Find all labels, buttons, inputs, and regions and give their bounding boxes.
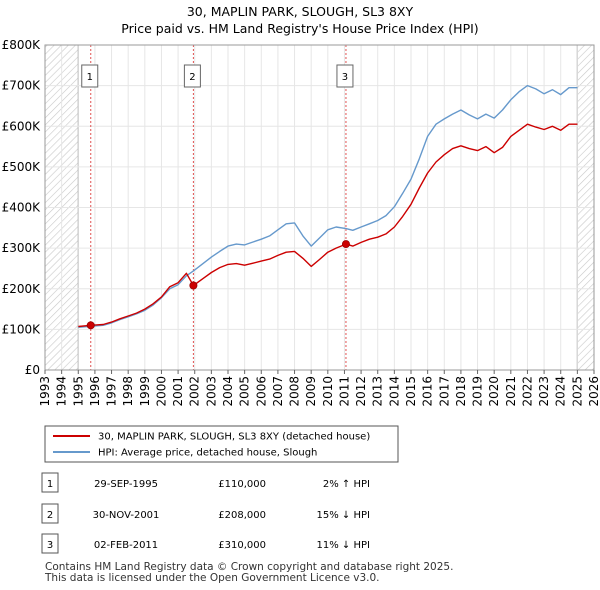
- footer-copyright: Contains HM Land Registry data © Crown c…: [45, 561, 453, 573]
- x-tick-label: 2018: [454, 376, 468, 407]
- y-tick-label: £700K: [2, 79, 42, 93]
- x-tick-label: 2023: [537, 376, 551, 407]
- legend-property-label: 30, MAPLIN PARK, SLOUGH, SL3 8XY (detach…: [98, 432, 370, 443]
- sales-row-price: £110,000: [218, 479, 266, 490]
- sale-marker-label-1: 1: [87, 72, 93, 83]
- x-tick-label: 2013: [371, 376, 385, 407]
- x-tick-label: 1999: [138, 376, 152, 407]
- x-tick-label: 2014: [387, 376, 401, 407]
- x-tick-label: 2020: [487, 376, 501, 407]
- sale-markers: 1 2 3: [81, 64, 354, 88]
- y-tick-label: £100K: [2, 322, 42, 336]
- sales-row-hpi: 2% ↑ HPI: [323, 479, 370, 490]
- series-lines: [78, 84, 578, 328]
- sale-point-1: [86, 321, 95, 330]
- x-tick-label: 2022: [520, 376, 534, 407]
- sales-row-marker-box: [41, 503, 59, 524]
- x-tick-label: 1995: [71, 376, 85, 407]
- x-tick-label: 1993: [38, 376, 52, 407]
- x-tick-label: 2017: [437, 376, 451, 407]
- sale-marker-label-2: 2: [189, 72, 195, 83]
- sale-marker-box-2: [183, 64, 201, 88]
- y-tick-label: £800K: [2, 38, 42, 52]
- x-axis: 1993 1994 1995 1996 1997 1998 1999 2000 2001 2002…: [38, 370, 600, 407]
- sales-row-2: 2 30-NOV-2001 £208,000 15% ↓ HPI: [41, 503, 370, 524]
- x-tick-label: 2002: [188, 376, 202, 407]
- sales-row-marker: 1: [47, 479, 53, 490]
- legend: 30, MAPLIN PARK, SLOUGH, SL3 8XY (detach…: [44, 425, 399, 463]
- x-tick-label: 2015: [404, 376, 418, 407]
- sales-row-hpi: 15% ↓ HPI: [317, 510, 370, 521]
- sale-points: [86, 240, 350, 330]
- y-tick-label: £500K: [2, 160, 42, 174]
- x-tick-label: 2001: [171, 376, 185, 407]
- x-tick-label: 2011: [337, 376, 351, 407]
- x-tick-label: 2019: [471, 376, 485, 407]
- chart-title: 30, MAPLIN PARK, SLOUGH, SL3 8XY: [187, 4, 414, 19]
- x-tick-label: 2003: [204, 376, 218, 407]
- chart-subtitle: Price paid vs. HM Land Registry's House …: [121, 21, 478, 36]
- sales-row-date: 30-NOV-2001: [93, 510, 160, 521]
- x-tick-label: 2026: [587, 376, 600, 407]
- sales-row-marker-box: [41, 472, 59, 493]
- y-tick-label: £400K: [2, 201, 42, 215]
- x-tick-label: 2024: [554, 376, 568, 407]
- x-tick-label: 2010: [321, 376, 335, 407]
- x-tick-label: 1997: [105, 376, 119, 407]
- sales-table: 1 29-SEP-1995 £110,000 2% ↑ HPI 2 30-NOV-2001…: [41, 472, 370, 554]
- property-price-line: [78, 123, 578, 328]
- x-tick-label: 2005: [238, 376, 252, 407]
- sales-row-price: £208,000: [218, 510, 266, 521]
- legend-hpi-label: HPI: Average price, detached house, Slou…: [98, 448, 317, 459]
- sale-marker-box-3: [336, 64, 354, 88]
- x-tick-label: 2021: [504, 376, 518, 407]
- x-tick-label: 1994: [55, 376, 69, 407]
- x-tick-label: 2025: [570, 376, 584, 407]
- y-tick-label: £300K: [2, 241, 42, 255]
- sales-row-price: £310,000: [218, 540, 266, 551]
- x-tick-label: 2009: [304, 376, 318, 407]
- y-tick-label: £200K: [2, 282, 42, 296]
- legend-box: [44, 425, 399, 463]
- sales-row-date: 02-FEB-2011: [94, 540, 158, 551]
- x-tick-label: 2006: [254, 376, 268, 407]
- sales-row-1: 1 29-SEP-1995 £110,000 2% ↑ HPI: [41, 472, 370, 493]
- x-tick-label: 2016: [421, 376, 435, 407]
- sale-point-3: [341, 240, 350, 249]
- sale-point-2: [189, 281, 198, 290]
- sales-row-marker-box: [41, 533, 59, 554]
- hpi-line: [78, 84, 578, 328]
- footer-licence: This data is licensed under the Open Gov…: [44, 572, 380, 584]
- sale-marker-label-3: 3: [342, 72, 348, 83]
- y-tick-label: £0: [25, 363, 40, 377]
- sales-row-marker: 3: [47, 540, 53, 551]
- sale-marker-box-1: [81, 64, 99, 88]
- x-tick-label: 2012: [354, 376, 368, 407]
- sales-row-date: 29-SEP-1995: [94, 479, 158, 490]
- sales-row-3: 3 02-FEB-2011 £310,000 11% ↓ HPI: [41, 533, 370, 554]
- plot-frame: [44, 44, 595, 371]
- x-tick-label: 2004: [221, 376, 235, 407]
- x-tick-label: 2007: [271, 376, 285, 407]
- x-tick-label: 1996: [88, 376, 102, 407]
- y-axis: £0 £100K £200K £300K £400K £500K £600K £700K £80…: [2, 38, 42, 377]
- sales-row-hpi: 11% ↓ HPI: [317, 540, 370, 551]
- y-tick-label: £600K: [2, 119, 42, 133]
- x-tick-label: 2008: [288, 376, 302, 407]
- x-tick-label: 1998: [121, 376, 135, 407]
- x-tick-label: 2000: [154, 376, 168, 407]
- sales-row-marker: 2: [47, 510, 53, 521]
